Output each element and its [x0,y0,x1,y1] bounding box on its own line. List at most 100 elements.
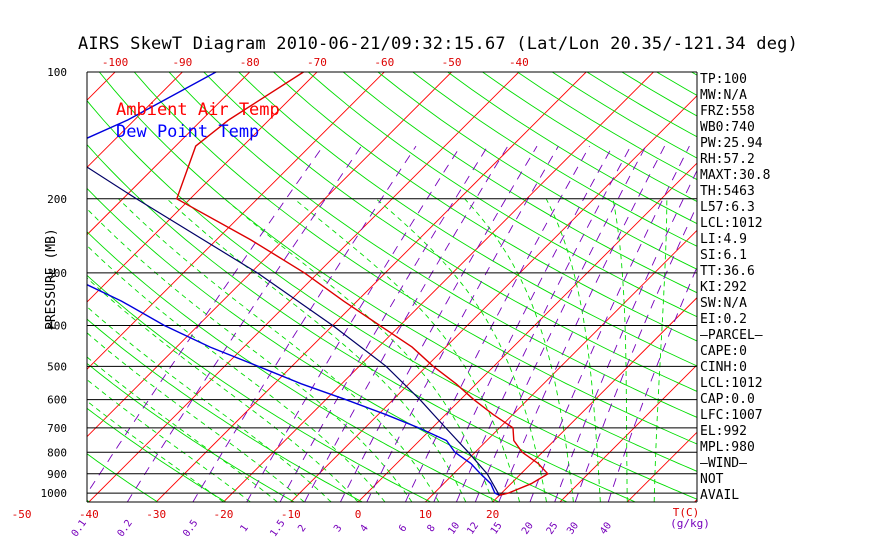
index-item: LCL:1012 [700,216,763,231]
index-item: PW:25.94 [700,136,763,151]
isotherm-line [762,72,870,502]
dry-adiabat-line [308,72,697,318]
top-temp-tick-label: -50 [442,56,462,69]
parcel-path-line [87,166,500,496]
dry-adiabat-line [377,72,697,270]
moist-adiabat-line [87,332,305,502]
mixing-ratio-tick-label: 12 [465,521,481,537]
top-temp-tick-label: -40 [509,56,529,69]
dry-adiabat-line [133,72,697,445]
isotherm-line [87,72,452,438]
moist-adiabat-line [293,198,521,502]
top-temp-tick-label: -60 [374,56,394,69]
pressure-tick-label: 200 [47,193,67,206]
isotherm-lines [87,72,870,502]
y-axis-label: PRESSURE (MB) [44,228,59,330]
mixing-ratio-tick-label: 8 [425,523,437,534]
index-item: TT:36.6 [700,264,755,279]
top-temp-tick-label: -70 [307,56,327,69]
mixing-ratio-line [474,145,647,502]
index-item: EL:992 [700,424,747,439]
dry-adiabat-line [517,72,697,181]
moist-adiabat-line [224,198,494,502]
moist-adiabat-line [166,198,467,502]
moist-adiabat-line [87,245,386,502]
dry-adiabat-line [87,187,568,502]
index-item: NOT [700,472,724,487]
pressure-tick-label: 100 [47,66,67,79]
moist-adiabat-line [375,198,547,502]
index-item: KI:292 [700,280,747,295]
top-temperature-axis: -100 -90 -80 -70 -60 -50 -40 [102,56,529,69]
bottom-temp-tick-label: -20 [214,508,234,521]
mixing-ratio-tick-label: 40 [598,520,614,536]
isotherm-line [87,72,385,370]
index-item: SI:6.1 [700,248,747,263]
top-temp-tick-label: -90 [172,56,192,69]
mixing-ratio-tick-label: 15 [489,520,505,536]
index-item: RH:57.2 [700,152,755,167]
mixing-ratio-tick-label: 4 [359,523,371,534]
isobar-lines [87,198,697,494]
chart-title: AIRS SkewT Diagram 2010-06-21/09:32:15.6… [78,34,799,54]
bottom-temperature-axis: -50 -40 -30 -20 -10 0 10 20 T(C) [12,506,700,521]
mixing-ratio-line [87,145,324,495]
bottom-temp-tick-label: -10 [281,508,301,521]
pressure-tick-label: 800 [47,446,67,459]
legend-ambient-air-temp: Ambient Air Temp [116,100,280,120]
moist-adiabat-line [653,198,668,502]
mixing-ratio-tick-label: 25 [545,520,561,536]
dry-adiabat-line [482,72,697,202]
moist-adiabat-line [87,208,413,502]
dry-adiabat-line [273,72,697,342]
mixing-ratio-tick-label: 6 [397,523,409,534]
mixing-ratio-tick-label: 0.2 [116,518,135,539]
index-item: WB0:740 [700,120,755,135]
mixing-ratio-tick-label: 0.5 [181,518,200,539]
dry-adiabat-line [87,407,227,502]
index-item: LCL:1012 [700,376,763,391]
index-item: LFC:1007 [700,408,763,423]
isotherm-line [87,72,318,303]
pressure-tick-label: 500 [47,360,67,373]
index-item: CAPE:0 [700,344,747,359]
dew-point-temp-line [87,72,500,496]
isotherm-line [87,72,250,236]
index-item: MPL:980 [700,440,755,455]
index-item: TH:5463 [700,184,755,199]
bottom-temp-tick-label: 0 [355,508,362,521]
dry-adiabat-line [98,72,697,472]
dry-adiabat-line [87,99,697,500]
moist-adiabat-line [87,400,224,502]
moist-adiabat-line [612,198,628,502]
top-temp-tick-label: -80 [240,56,260,69]
dry-adiabat-line [203,72,697,392]
mixing-ratio-tick-label: 3 [332,523,344,534]
dry-adiabat-line [87,362,295,502]
mixing-ratio-line [554,169,697,502]
index-item: CINH:0 [700,360,747,375]
isotherm-line [290,95,697,502]
isotherm-line [88,72,520,502]
dry-adiabat-line [342,72,697,294]
legend-dew-point-temp: Dew Point Temp [116,122,260,142]
mixing-ratio-tick-label: 2 [296,523,308,534]
pressure-tick-label: 300 [47,267,67,280]
pressure-tick-label: 700 [47,422,67,435]
dry-adiabat-line [87,231,500,502]
index-item: LI:4.9 [700,232,747,247]
bottom-temp-tick-label: 20 [486,508,499,521]
mixing-ratio-tick-label: 1.5 [268,518,287,539]
bottom-temp-tick-label: -30 [146,508,166,521]
moist-adiabat-line [464,198,574,502]
index-item: EI:0.2 [700,312,747,327]
pressure-axis: 100 200 300 400 500 600 700 800 900 1000 [41,66,68,500]
mixing-ratio-line [404,145,590,502]
index-item: MAXT:30.8 [700,168,771,183]
mixing-ratio-tick-label: 0.1 [70,518,89,539]
isotherm-line [87,72,183,169]
sounding-profiles [87,72,549,496]
pressure-tick-label: 900 [47,468,67,481]
index-item: AVAIL [700,488,740,503]
